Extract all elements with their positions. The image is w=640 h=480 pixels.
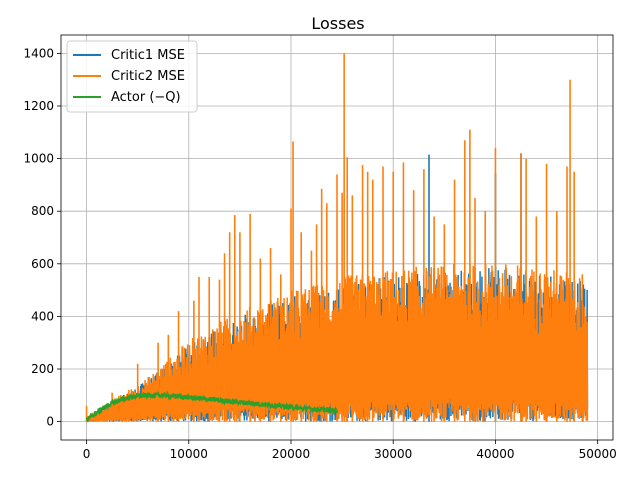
y-axis: 0 200 400 600 800 1000 1200 1400 xyxy=(23,46,61,429)
legend-label: Critic2 MSE xyxy=(111,69,185,84)
legend-label: Critic1 MSE xyxy=(111,48,185,63)
series-line xyxy=(85,389,338,423)
x-tick-label: 10000 xyxy=(170,447,208,461)
y-tick-label: 1400 xyxy=(23,46,54,60)
legend-item: Actor (−Q) xyxy=(73,90,181,105)
y-tick-label: 400 xyxy=(31,309,54,323)
y-tick-label: 1200 xyxy=(23,99,54,113)
chart-title: Losses xyxy=(311,14,364,33)
series-layer xyxy=(85,53,589,423)
y-tick-label: 200 xyxy=(31,362,54,376)
legend-box xyxy=(66,40,198,113)
x-axis: 0 10000 20000 30000 40000 50000 xyxy=(83,440,617,461)
x-tick-label: 40000 xyxy=(476,447,514,461)
y-tick-label: 1000 xyxy=(23,152,54,166)
y-tick-label: 800 xyxy=(31,204,54,218)
series-actor-q xyxy=(85,389,338,423)
legend: Critic1 MSE Critic2 MSE Actor (−Q) xyxy=(66,40,198,113)
legend-item: Critic1 MSE xyxy=(73,48,185,63)
legend-item: Critic2 MSE xyxy=(73,69,185,84)
series-critic2-mse xyxy=(85,53,589,422)
x-tick-label: 50000 xyxy=(579,447,617,461)
x-tick-label: 30000 xyxy=(374,447,412,461)
y-tick-label: 0 xyxy=(46,415,54,429)
x-tick-label: 20000 xyxy=(272,447,310,461)
plot-frame xyxy=(60,34,614,441)
y-tick-label: 600 xyxy=(31,257,54,271)
legend-label: Actor (−Q) xyxy=(111,90,181,105)
x-tick-label: 0 xyxy=(83,447,91,461)
